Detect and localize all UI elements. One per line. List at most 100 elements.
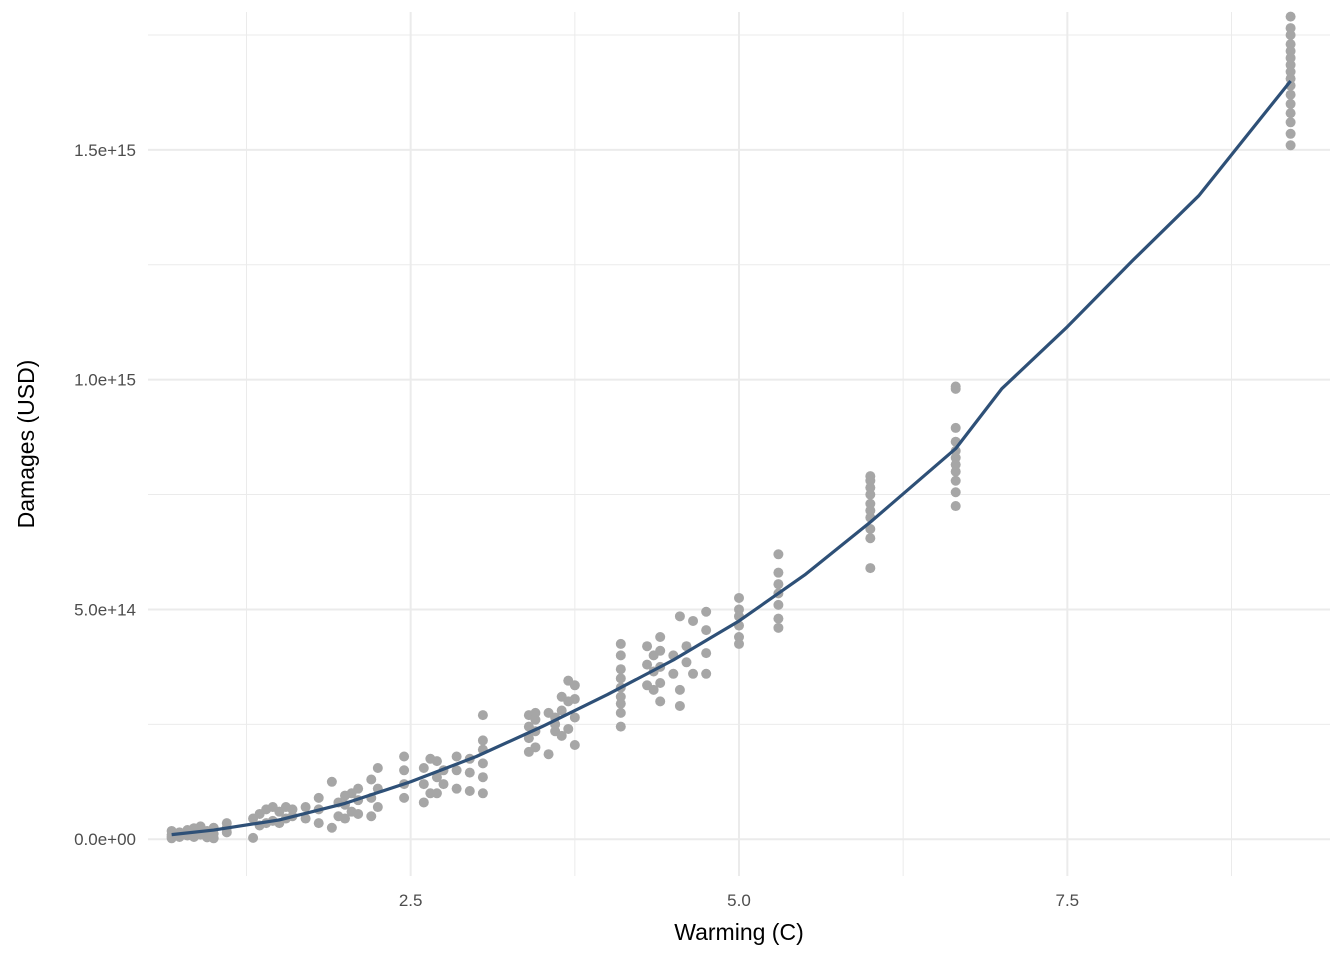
data-point: [464, 767, 475, 778]
major-gridlines: [148, 12, 1330, 876]
data-point: [248, 832, 259, 843]
data-point: [615, 691, 626, 702]
data-point: [431, 772, 442, 783]
fit-curve-group: [171, 79, 1292, 837]
data-point: [655, 696, 666, 707]
data-point: [569, 740, 580, 751]
data-points: [166, 11, 1296, 844]
x-axis-ticks: 2.5 5.0 7.5: [399, 891, 1079, 910]
data-point: [865, 489, 876, 500]
data-point: [701, 625, 712, 636]
data-point: [734, 604, 744, 615]
data-point: [668, 668, 679, 679]
data-point: [1285, 140, 1296, 151]
data-point: [313, 792, 324, 803]
data-point: [326, 822, 337, 833]
data-point: [1285, 66, 1296, 77]
data-point: [1285, 108, 1296, 119]
data-point: [865, 533, 876, 544]
data-point: [865, 563, 876, 574]
data-point: [451, 765, 462, 776]
data-point: [950, 452, 961, 463]
data-point: [688, 668, 699, 679]
data-point: [431, 756, 442, 767]
data-point: [734, 638, 744, 649]
data-point: [615, 650, 626, 661]
data-point: [569, 694, 580, 705]
data-point: [353, 808, 364, 819]
data-point: [615, 698, 626, 709]
data-point: [655, 677, 666, 688]
data-point: [366, 774, 377, 785]
data-point: [950, 466, 961, 477]
data-point: [399, 792, 410, 803]
data-point: [1285, 59, 1296, 70]
data-point: [674, 700, 685, 711]
data-point: [773, 579, 784, 590]
data-point: [300, 813, 311, 824]
data-point: [1285, 46, 1296, 57]
fit-line: [171, 79, 1292, 837]
data-point: [1285, 117, 1296, 128]
data-point: [353, 783, 364, 794]
data-point: [1285, 23, 1296, 34]
data-point: [773, 613, 784, 624]
x-tick-label: 5.0: [727, 891, 751, 910]
data-point: [950, 487, 961, 498]
data-point: [642, 659, 653, 670]
data-point: [701, 648, 712, 659]
y-tick-label: 1.5e+15: [74, 141, 136, 160]
data-point: [1285, 128, 1296, 139]
data-point: [615, 664, 626, 675]
data-point: [642, 641, 653, 652]
data-point: [313, 818, 324, 829]
data-point: [418, 797, 429, 808]
data-point: [287, 804, 298, 815]
x-tick-label: 7.5: [1056, 891, 1080, 910]
data-point: [674, 611, 685, 622]
data-point: [950, 459, 961, 470]
data-point: [523, 733, 534, 744]
data-point: [556, 730, 567, 741]
data-point: [615, 638, 626, 649]
data-point: [418, 763, 429, 773]
data-point: [688, 615, 699, 626]
y-tick-label: 1.0e+15: [74, 371, 136, 390]
y-axis-ticks: 0.0e+00 5.0e+14 1.0e+15 1.5e+15: [74, 141, 136, 849]
data-point: [451, 751, 462, 762]
data-point: [734, 592, 744, 603]
y-tick-label: 0.0e+00: [74, 830, 136, 849]
data-point: [431, 788, 442, 799]
data-point: [950, 475, 961, 486]
data-point: [865, 524, 876, 535]
data-point: [615, 721, 626, 732]
data-point: [655, 632, 666, 643]
data-point: [865, 471, 876, 482]
data-point: [477, 735, 488, 746]
data-point: [1285, 98, 1296, 109]
data-point: [300, 802, 311, 813]
data-point: [734, 632, 744, 643]
data-point: [615, 707, 626, 718]
data-point: [773, 622, 784, 633]
data-point: [326, 776, 337, 787]
data-point: [950, 381, 961, 392]
data-point: [556, 705, 567, 716]
data-point: [399, 751, 410, 762]
data-point: [701, 668, 712, 679]
data-point: [563, 723, 574, 734]
data-point: [865, 498, 876, 509]
data-point: [674, 684, 685, 695]
data-point: [1285, 52, 1296, 63]
x-tick-label: 2.5: [399, 891, 423, 910]
data-point: [451, 783, 462, 794]
data-point: [418, 779, 429, 790]
data-point: [773, 599, 784, 610]
data-point: [1285, 29, 1296, 40]
data-point: [464, 785, 475, 796]
data-point: [530, 707, 541, 718]
data-point: [477, 710, 488, 721]
data-point: [1285, 11, 1296, 22]
data-point: [865, 505, 876, 516]
